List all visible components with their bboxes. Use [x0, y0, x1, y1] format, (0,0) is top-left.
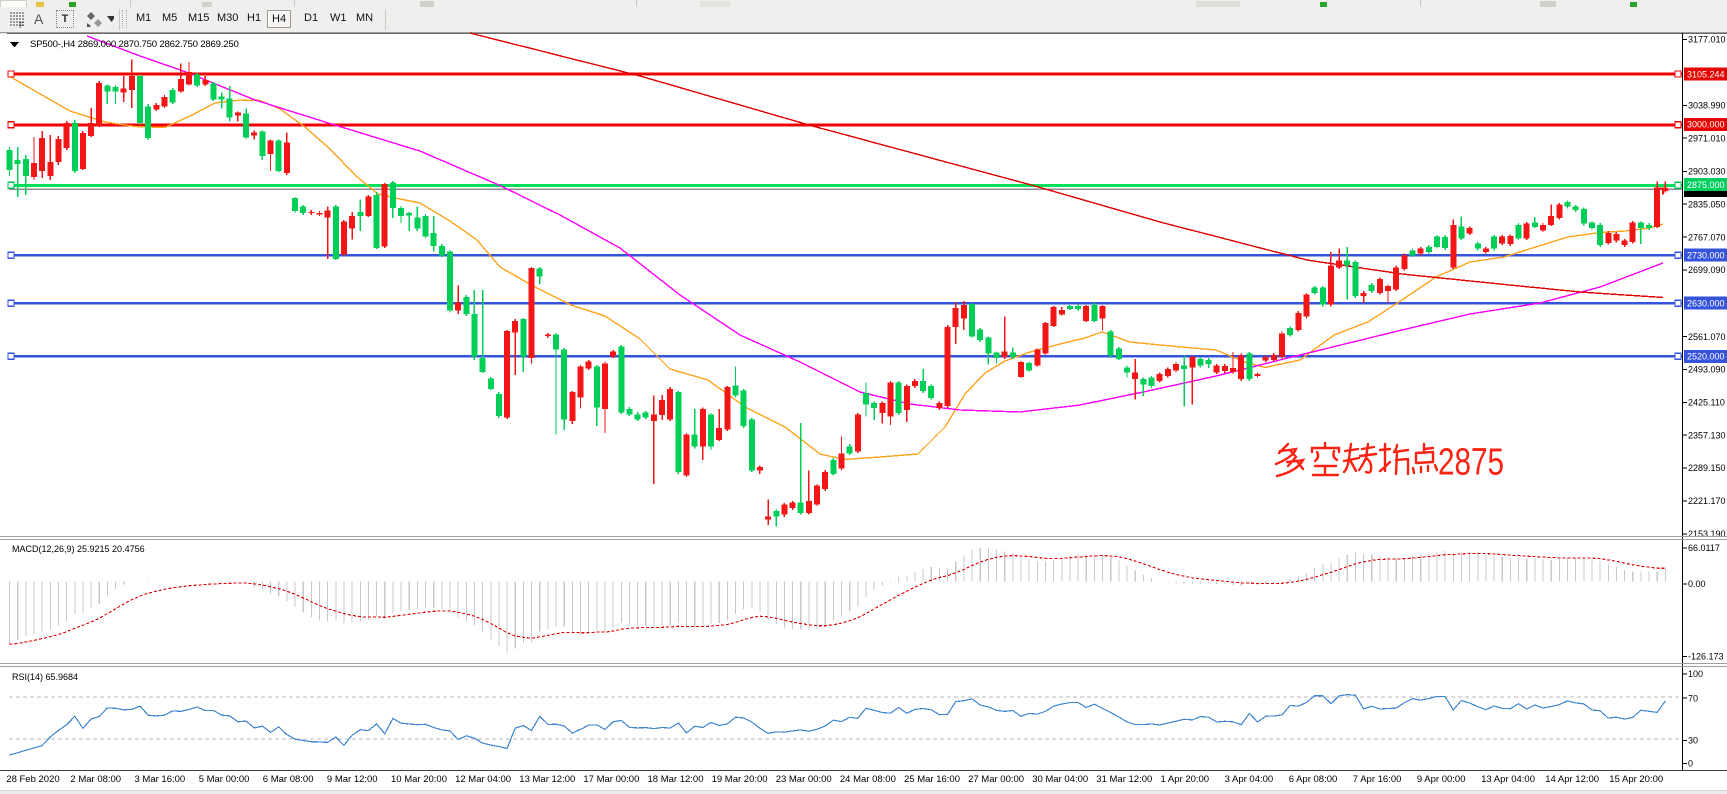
- svg-text:MACD(12,26,9) 25.9215 20.4756: MACD(12,26,9) 25.9215 20.4756: [12, 544, 145, 554]
- svg-text:9 Mar 12:00: 9 Mar 12:00: [327, 774, 378, 785]
- svg-text:2221.170: 2221.170: [1688, 496, 1726, 506]
- svg-text:66.0117: 66.0117: [1688, 543, 1720, 553]
- svg-text:2493.090: 2493.090: [1688, 365, 1726, 375]
- svg-text:-126.173: -126.173: [1688, 652, 1724, 662]
- svg-text:3105.244: 3105.244: [1687, 69, 1725, 79]
- svg-text:6 Mar 08:00: 6 Mar 08:00: [263, 774, 314, 785]
- svg-text:12 Mar 04:00: 12 Mar 04:00: [455, 774, 511, 785]
- svg-text:RSI(14) 65.9684: RSI(14) 65.9684: [12, 672, 78, 682]
- svg-text:2630.000: 2630.000: [1687, 299, 1725, 309]
- svg-text:2289.150: 2289.150: [1688, 463, 1726, 473]
- svg-text:13 Apr 04:00: 13 Apr 04:00: [1481, 774, 1535, 785]
- svg-text:2875.000: 2875.000: [1687, 180, 1725, 190]
- svg-text:15 Apr 20:00: 15 Apr 20:00: [1609, 774, 1663, 785]
- svg-text:25 Mar 16:00: 25 Mar 16:00: [904, 774, 960, 785]
- svg-text:100: 100: [1688, 669, 1703, 679]
- svg-text:2153.190: 2153.190: [1688, 529, 1726, 539]
- svg-text:3 Apr 04:00: 3 Apr 04:00: [1225, 774, 1274, 785]
- svg-text:18 Mar 12:00: 18 Mar 12:00: [648, 774, 704, 785]
- svg-text:3038.990: 3038.990: [1688, 101, 1726, 111]
- svg-text:5 Mar 00:00: 5 Mar 00:00: [199, 774, 250, 785]
- svg-text:19 Mar 20:00: 19 Mar 20:00: [712, 774, 768, 785]
- svg-text:3177.010: 3177.010: [1688, 35, 1726, 45]
- svg-text:0.00: 0.00: [1688, 579, 1706, 589]
- svg-text:30 Mar 04:00: 30 Mar 04:00: [1032, 774, 1088, 785]
- svg-text:7 Apr 16:00: 7 Apr 16:00: [1353, 774, 1402, 785]
- svg-text:14 Apr 12:00: 14 Apr 12:00: [1545, 774, 1599, 785]
- svg-text:2767.070: 2767.070: [1688, 232, 1726, 242]
- svg-text:30: 30: [1688, 736, 1698, 746]
- svg-text:2357.130: 2357.130: [1688, 430, 1726, 440]
- svg-text:31 Mar 12:00: 31 Mar 12:00: [1096, 774, 1152, 785]
- svg-text:70: 70: [1688, 693, 1698, 703]
- svg-text:1 Apr 20:00: 1 Apr 20:00: [1161, 774, 1210, 785]
- svg-text:9 Apr 00:00: 9 Apr 00:00: [1417, 774, 1466, 785]
- svg-text:2699.090: 2699.090: [1688, 265, 1726, 275]
- svg-text:F: F: [19, 21, 24, 29]
- svg-text:2561.070: 2561.070: [1688, 332, 1726, 342]
- svg-text:3 Mar 16:00: 3 Mar 16:00: [135, 774, 186, 785]
- svg-text:28 Feb 2020: 28 Feb 2020: [6, 774, 59, 785]
- svg-text:10 Mar 20:00: 10 Mar 20:00: [391, 774, 447, 785]
- svg-text:2903.030: 2903.030: [1688, 167, 1726, 177]
- svg-text:2835.050: 2835.050: [1688, 199, 1726, 209]
- svg-text:6 Apr 08:00: 6 Apr 08:00: [1289, 774, 1338, 785]
- svg-text:24 Mar 08:00: 24 Mar 08:00: [840, 774, 896, 785]
- svg-text:27 Mar 00:00: 27 Mar 00:00: [968, 774, 1024, 785]
- svg-text:2730.000: 2730.000: [1687, 250, 1725, 260]
- svg-text:17 Mar 00:00: 17 Mar 00:00: [583, 774, 639, 785]
- svg-text:3000.000: 3000.000: [1687, 120, 1725, 130]
- svg-text:2425.110: 2425.110: [1688, 398, 1725, 408]
- svg-text:23 Mar 00:00: 23 Mar 00:00: [776, 774, 832, 785]
- svg-text:2 Mar 08:00: 2 Mar 08:00: [70, 774, 121, 785]
- svg-text:2875: 2875: [1438, 442, 1504, 484]
- svg-text:2971.010: 2971.010: [1688, 133, 1726, 143]
- svg-text:SP500-,H4 2869.000 2870.750 2: SP500-,H4 2869.000 2870.750 2862.750 286…: [30, 39, 239, 50]
- svg-text:2520.000: 2520.000: [1687, 352, 1725, 362]
- svg-text:13 Mar 12:00: 13 Mar 12:00: [519, 774, 575, 785]
- svg-text:0: 0: [1688, 759, 1693, 769]
